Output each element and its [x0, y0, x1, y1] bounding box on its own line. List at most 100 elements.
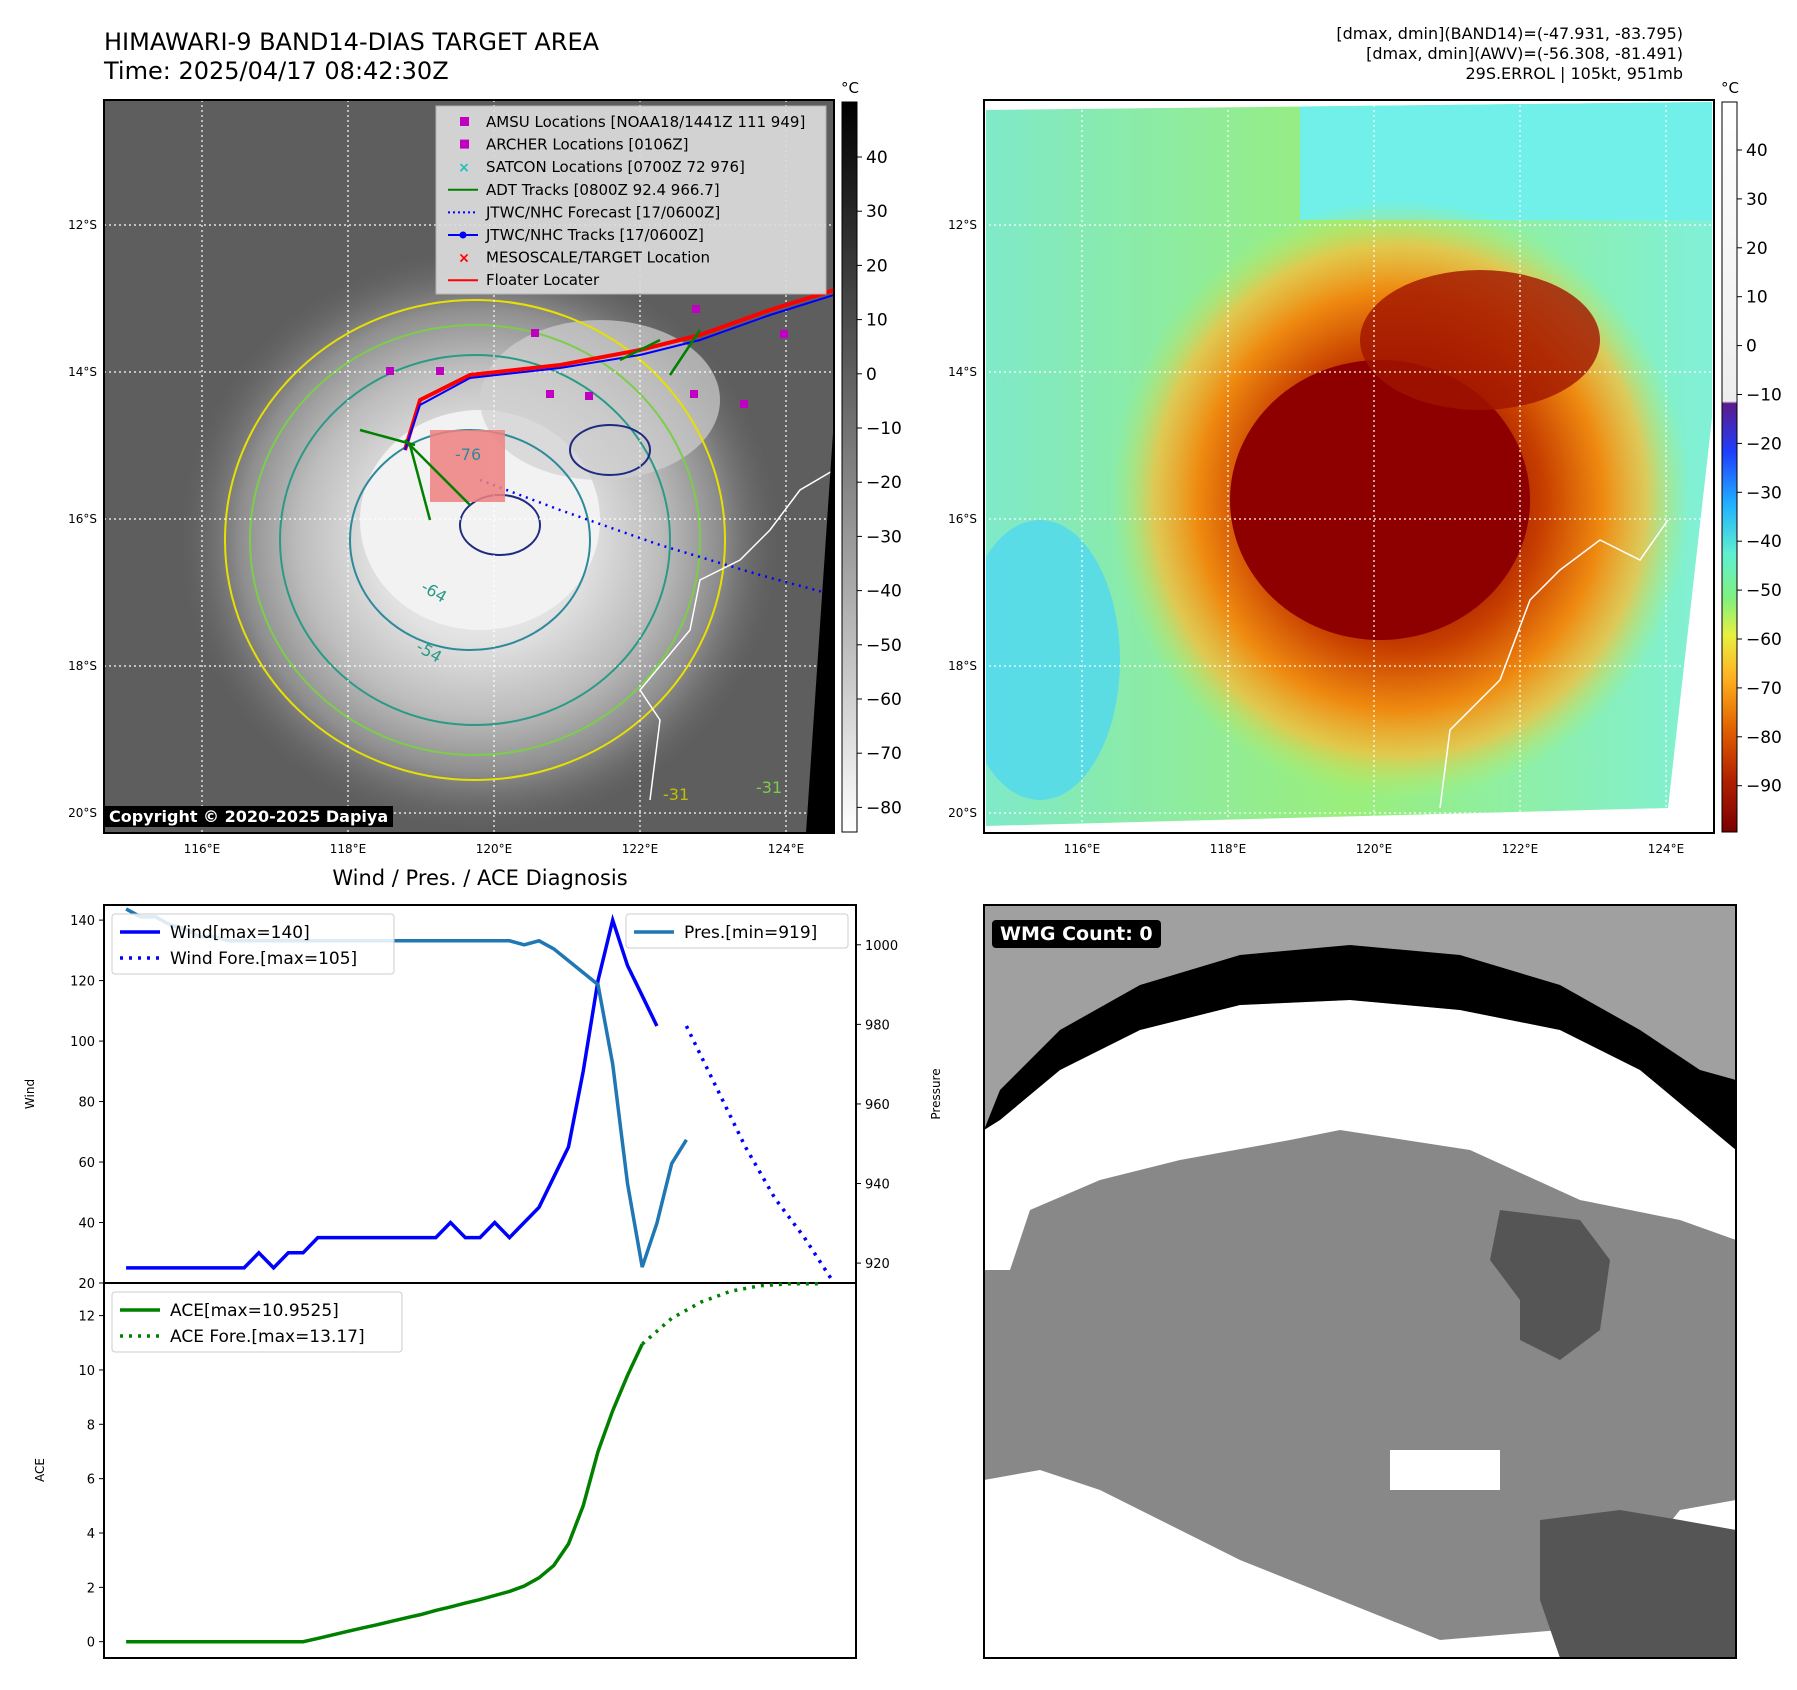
lon-tick-label: 118°E — [1210, 842, 1247, 856]
ace-chart: 0 2 4 6 8 10 12 ACE[max=10.9525] ACE Fore.[max=1… — [78, 1282, 857, 1659]
y-tick-label: 10 — [78, 1364, 95, 1379]
colorbar-tick-label: −70 — [1746, 679, 1782, 699]
lat-tick-label: 12°S — [948, 218, 977, 232]
copyright-label: Copyright © 2020-2025 Dapiya — [104, 806, 394, 827]
colorbar-tick-label: −80 — [1746, 728, 1782, 748]
svg-text:×: × — [458, 251, 470, 267]
y-tick-label: 20 — [78, 1277, 95, 1292]
colorbar-tick-label: 20 — [1746, 239, 1768, 259]
lon-labels-left: 116°E 118°E 120°E 122°E 124°E — [184, 842, 805, 856]
colorbar-tick-label: −50 — [866, 636, 902, 656]
colorbar-tick-label: 0 — [866, 365, 877, 385]
y2-tick-label: 940 — [865, 1178, 890, 1193]
map-legend: AMSU Locations [NOAA18/1441Z 111 949] ARC… — [435, 105, 827, 295]
contour-label: -76 — [455, 445, 481, 464]
lat-labels-left: 12°S 14°S 16°S 18°S 20°S — [68, 218, 97, 820]
y-tick-label: 2 — [87, 1581, 95, 1596]
legend-entry: ADT Tracks [0800Z 92.4 966.7] — [486, 181, 720, 199]
chart-title: HIMAWARI-9 BAND14-DIAS TARGET AREA — [104, 28, 600, 56]
legend-entry: Wind[max=140] — [170, 923, 310, 943]
colorbar-unit-left: °C — [841, 79, 859, 97]
y2-tick-label: 960 — [865, 1098, 890, 1113]
legend-entry: Floater Locater — [486, 271, 600, 289]
legend-entry: Wind Fore.[max=105] — [170, 949, 357, 969]
legend-entry: ARCHER Locations [0106Z] — [486, 136, 689, 154]
colorbar-tick-label: 40 — [1746, 141, 1768, 161]
lat-tick-label: 12°S — [68, 218, 97, 232]
y2-tick-label: 980 — [865, 1018, 890, 1033]
lat-tick-label: 20°S — [948, 806, 977, 820]
legend-entry: JTWC/NHC Tracks [17/0600Z] — [485, 226, 704, 244]
lat-tick-label: 18°S — [948, 659, 977, 673]
colorbar-tick-label: 10 — [1746, 288, 1768, 308]
legend-entry: ACE Fore.[max=13.17] — [170, 1327, 365, 1347]
y2-tick-label: 1000 — [865, 939, 898, 954]
lat-tick-label: 14°S — [68, 365, 97, 379]
series-line — [126, 1343, 644, 1644]
storm-info-text: 29S.ERROL | 105kt, 951mb — [1465, 64, 1683, 83]
series-line — [126, 913, 659, 1271]
awv-map — [983, 99, 1715, 834]
colorbar-tick-label: −30 — [866, 527, 902, 547]
contour-label: -31 — [663, 785, 689, 804]
colorbar-tick-label: −40 — [866, 582, 902, 602]
colorbar-tick-label: 40 — [866, 148, 888, 168]
lat-tick-label: 16°S — [948, 512, 977, 526]
colorbar-tick-label: −50 — [1746, 581, 1782, 601]
colorbar-tick-label: −90 — [1746, 777, 1782, 797]
lat-tick-label: 20°S — [68, 806, 97, 820]
ir-colorbar: 40 30 20 10 0 −10 −20 −30 −40 −50 −60 −70 −80 — [841, 101, 902, 833]
diagnosis-title: Wind / Pres. / ACE Diagnosis — [332, 866, 627, 890]
legend-entry: Pres.[min=919] — [684, 923, 817, 943]
colorbar-tick-label: −40 — [1746, 532, 1782, 552]
y-tick-label: 8 — [87, 1418, 95, 1433]
chart-time: Time: 2025/04/17 08:42:30Z — [104, 57, 449, 85]
lon-tick-label: 124°E — [1648, 842, 1685, 856]
colorbar-tick-label: 30 — [1746, 190, 1768, 210]
ir-satellite-map — [103, 99, 835, 834]
lon-labels-right: 116°E 118°E 120°E 122°E 124°E — [1064, 842, 1685, 856]
y-tick-label: 100 — [70, 1035, 95, 1050]
colorbar-tick-label: 0 — [1746, 337, 1757, 357]
lon-tick-label: 116°E — [184, 842, 221, 856]
y-tick-label: 80 — [78, 1096, 95, 1111]
colorbar-tick-label: 10 — [866, 311, 888, 331]
lat-tick-label: 16°S — [68, 512, 97, 526]
colorbar-tick-label: 30 — [866, 202, 888, 222]
wind-pressure-chart: 20 40 60 80 100 120 140 920 940 960 980 1000 Wind[ma… — [70, 904, 898, 1292]
y-tick-label: 60 — [78, 1156, 95, 1171]
band14-range-text: [dmax, dmin](BAND14)=(-47.931, -83.795) — [1336, 24, 1683, 43]
y-tick-label: 0 — [87, 1636, 95, 1651]
colorbar-tick-label: 20 — [866, 256, 888, 276]
colorbar-tick-label: −10 — [1746, 386, 1782, 406]
y-tick-label: 40 — [78, 1217, 95, 1232]
series-line — [641, 1282, 820, 1346]
lat-labels-right: 12°S 14°S 16°S 18°S 20°S — [948, 218, 977, 820]
y-tick-label: 4 — [87, 1527, 95, 1542]
y-tick-label: 12 — [78, 1310, 95, 1325]
colorbar-tick-label: −10 — [866, 419, 902, 439]
lon-tick-label: 122°E — [622, 842, 659, 856]
colorbar-unit-right: °C — [1721, 79, 1739, 97]
wmg-count-badge: WMG Count: 0 — [992, 920, 1161, 948]
awv-range-text: [dmax, dmin](AWV)=(-56.308, -81.491) — [1366, 44, 1683, 63]
y2-tick-label: 920 — [865, 1257, 890, 1272]
lon-tick-label: 116°E — [1064, 842, 1101, 856]
legend-entry: AMSU Locations [NOAA18/1441Z 111 949] — [486, 113, 805, 131]
legend-entry: JTWC/NHC Forecast [17/0600Z] — [485, 203, 720, 221]
lon-tick-label: 124°E — [768, 842, 805, 856]
y-tick-label: 6 — [87, 1473, 95, 1488]
legend-entry: MESOSCALE/TARGET Location — [486, 249, 710, 267]
y-tick-label: 140 — [70, 914, 95, 929]
wind-axis-label: Wind — [23, 1079, 37, 1109]
colorbar-tick-label: −70 — [866, 744, 902, 764]
colorbar-tick-label: −20 — [1746, 434, 1782, 454]
lon-tick-label: 120°E — [1356, 842, 1393, 856]
lat-tick-label: 18°S — [68, 659, 97, 673]
ace-axis-label: ACE — [33, 1458, 47, 1482]
wmg-panel — [983, 904, 1737, 1659]
awv-colorbar: 40 30 20 10 0 −10 −20 −30 −40 −50 −60 −70 −80 −90 — [1721, 101, 1782, 833]
colorbar-tick-label: −80 — [866, 798, 902, 818]
lon-tick-label: 122°E — [1502, 842, 1539, 856]
